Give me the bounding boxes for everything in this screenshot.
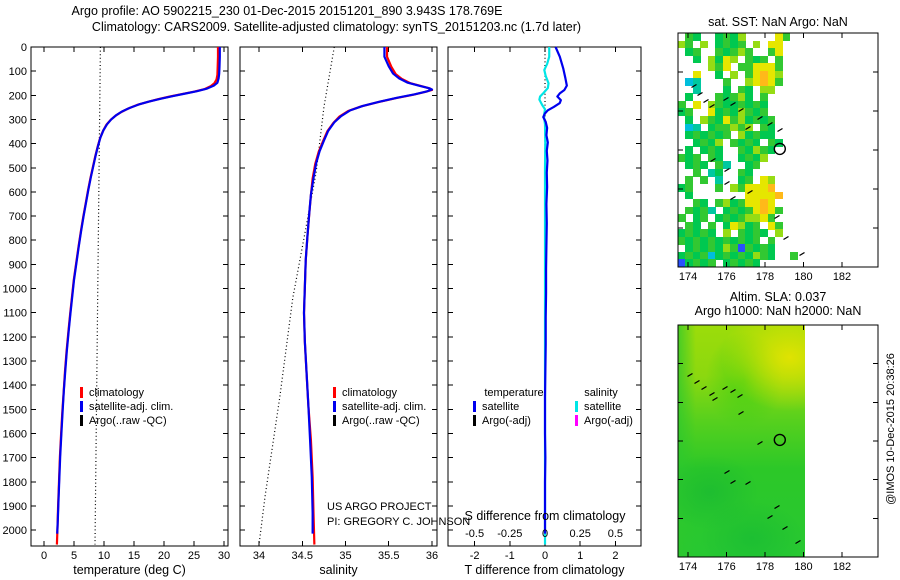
- t-difference-axis-label: T difference from climatology: [464, 563, 625, 577]
- s-argo-color-key: [575, 415, 578, 426]
- climatology-color-key: [333, 387, 336, 398]
- sst-cell: [722, 161, 731, 170]
- legend-label: satellite: [482, 401, 520, 413]
- legend-label: Argo(-adj): [584, 415, 633, 427]
- legend-label: climatology: [89, 387, 145, 399]
- legend-label: climatology: [342, 387, 398, 399]
- t-argo-color-key: [473, 415, 476, 426]
- legend-label: satellite-adj. clim.: [342, 401, 427, 413]
- sst-cell: [775, 78, 783, 87]
- sst-cell: [752, 259, 761, 268]
- legend-label: Argo(-adj): [482, 415, 531, 427]
- sst-cell: [767, 251, 776, 260]
- s-difference-axis-label: S difference from climatology: [464, 509, 626, 523]
- legend-item: Argo(-adj): [473, 414, 531, 428]
- sst-cell: [767, 85, 776, 94]
- argo-color-key: [80, 415, 83, 426]
- sst-cell: [767, 146, 776, 155]
- s-satellite-color-key: [575, 401, 578, 412]
- sla-map-field: [678, 325, 805, 557]
- legend-item: Argo(..raw -QC): [80, 414, 173, 428]
- imos-watermark: @IMOS 10-Dec-2015 20:38:26: [885, 353, 897, 505]
- sst-cell: [760, 153, 768, 162]
- difference-legend-salinity: satellite Argo(-adj): [575, 400, 633, 428]
- sst-cell: [692, 55, 701, 64]
- satellite-adj-color-key: [80, 401, 83, 412]
- salinity-legend: climatology satellite-adj. clim. Argo(..…: [333, 386, 426, 428]
- project-annotation-line1: US ARGO PROJECT: [327, 501, 432, 513]
- sst-cell: [692, 100, 701, 109]
- sst-cell: [707, 259, 716, 268]
- difference-legend-salinity-header: salinity: [584, 387, 618, 399]
- sst-cell: [775, 191, 783, 200]
- argo-color-key: [333, 415, 336, 426]
- sla-map-title-line1: Altim. SLA: 0.037: [729, 290, 827, 304]
- sst-cell: [775, 229, 783, 238]
- sst-cell: [715, 183, 724, 192]
- sst-cell: [752, 40, 761, 49]
- difference-legend-temperature-header: temperature: [484, 387, 544, 399]
- project-annotation-line2: PI: GREGORY C. JOHNSON: [327, 516, 471, 528]
- legend-item: satellite-adj. clim.: [80, 400, 173, 414]
- legend-item: Argo(..raw -QC): [333, 414, 426, 428]
- legend-item: Argo(-adj): [575, 414, 633, 428]
- sst-cell: [692, 85, 701, 94]
- legend-label: satellite-adj. clim.: [89, 401, 174, 413]
- t-satellite-color-key: [473, 401, 476, 412]
- sst-cell: [790, 251, 798, 260]
- sst-cell: [782, 33, 791, 41]
- sst-cell: [775, 206, 783, 215]
- satellite-adj-color-key: [333, 401, 336, 412]
- temperature-legend: climatology satellite-adj. clim. Argo(..…: [80, 386, 173, 428]
- legend-label: satellite: [584, 401, 622, 413]
- climatology-color-key: [80, 387, 83, 398]
- legend-item: climatology: [80, 386, 173, 400]
- salinity-axis-label: salinity: [319, 563, 358, 577]
- legend-item: satellite-adj. clim.: [333, 400, 426, 414]
- temperature-axis-label: temperature (deg C): [73, 563, 186, 577]
- sst-cell: [700, 40, 709, 49]
- sst-map-title: sat. SST: NaN Argo: NaN: [708, 15, 848, 29]
- figure-title-line2: Climatology: CARS2009. Satellite-adjuste…: [91, 20, 582, 34]
- legend-label: Argo(..raw -QC): [89, 415, 167, 427]
- legend-item: satellite: [473, 400, 531, 414]
- sst-cell: [775, 138, 783, 147]
- sst-cell: [730, 70, 739, 79]
- sst-cell: [700, 176, 709, 185]
- figure-title-line1: Argo profile: AO 5902215_230 01-Dec-2015…: [71, 4, 503, 18]
- sla-map-title-line2: Argo h1000: NaN h2000: NaN: [694, 304, 862, 318]
- legend-item: climatology: [333, 386, 426, 400]
- difference-legend-temperature: satellite Argo(-adj): [473, 400, 531, 428]
- legend-label: Argo(..raw -QC): [342, 415, 420, 427]
- legend-item: satellite: [575, 400, 633, 414]
- sst-cell: [752, 161, 761, 170]
